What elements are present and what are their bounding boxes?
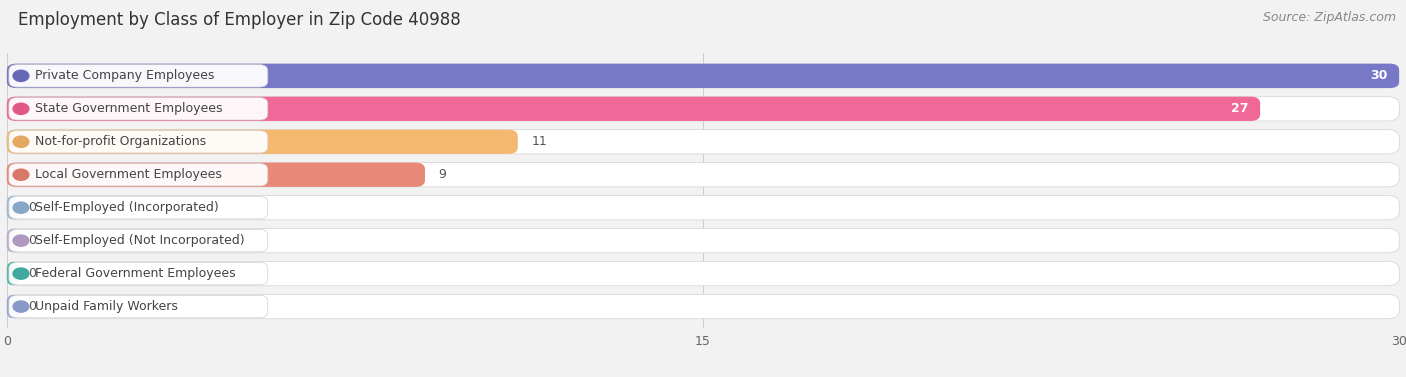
- FancyBboxPatch shape: [7, 262, 1399, 286]
- Circle shape: [13, 169, 30, 180]
- Circle shape: [13, 70, 30, 81]
- FancyBboxPatch shape: [7, 130, 517, 154]
- FancyBboxPatch shape: [7, 64, 1399, 88]
- Text: 0: 0: [28, 300, 37, 313]
- Text: 30: 30: [1369, 69, 1388, 82]
- FancyBboxPatch shape: [7, 262, 20, 286]
- FancyBboxPatch shape: [7, 97, 1399, 121]
- FancyBboxPatch shape: [7, 196, 20, 220]
- FancyBboxPatch shape: [7, 228, 20, 253]
- Text: Local Government Employees: Local Government Employees: [35, 168, 222, 181]
- Text: Not-for-profit Organizations: Not-for-profit Organizations: [35, 135, 207, 148]
- Text: 27: 27: [1230, 102, 1249, 115]
- FancyBboxPatch shape: [8, 98, 267, 120]
- Text: 0: 0: [28, 234, 37, 247]
- Circle shape: [13, 268, 30, 279]
- FancyBboxPatch shape: [8, 64, 267, 87]
- Text: Self-Employed (Incorporated): Self-Employed (Incorporated): [35, 201, 218, 214]
- Text: Source: ZipAtlas.com: Source: ZipAtlas.com: [1263, 11, 1396, 24]
- Circle shape: [13, 235, 30, 246]
- Text: State Government Employees: State Government Employees: [35, 102, 222, 115]
- FancyBboxPatch shape: [7, 162, 425, 187]
- FancyBboxPatch shape: [8, 230, 267, 252]
- FancyBboxPatch shape: [7, 97, 1260, 121]
- FancyBboxPatch shape: [8, 262, 267, 285]
- FancyBboxPatch shape: [7, 64, 1399, 88]
- FancyBboxPatch shape: [7, 294, 1399, 319]
- FancyBboxPatch shape: [7, 294, 20, 319]
- Circle shape: [13, 202, 30, 213]
- Text: Employment by Class of Employer in Zip Code 40988: Employment by Class of Employer in Zip C…: [18, 11, 461, 29]
- Text: 0: 0: [28, 201, 37, 214]
- Circle shape: [13, 301, 30, 312]
- Circle shape: [13, 136, 30, 147]
- FancyBboxPatch shape: [8, 164, 267, 186]
- Text: 11: 11: [531, 135, 547, 148]
- Text: Self-Employed (Not Incorporated): Self-Employed (Not Incorporated): [35, 234, 245, 247]
- FancyBboxPatch shape: [8, 196, 267, 219]
- Text: 9: 9: [439, 168, 447, 181]
- Circle shape: [13, 103, 30, 114]
- FancyBboxPatch shape: [8, 295, 267, 318]
- FancyBboxPatch shape: [7, 130, 1399, 154]
- Text: Unpaid Family Workers: Unpaid Family Workers: [35, 300, 177, 313]
- FancyBboxPatch shape: [7, 162, 1399, 187]
- Text: Private Company Employees: Private Company Employees: [35, 69, 214, 82]
- Text: 0: 0: [28, 267, 37, 280]
- FancyBboxPatch shape: [7, 228, 1399, 253]
- FancyBboxPatch shape: [7, 196, 1399, 220]
- FancyBboxPatch shape: [8, 130, 267, 153]
- Text: Federal Government Employees: Federal Government Employees: [35, 267, 235, 280]
